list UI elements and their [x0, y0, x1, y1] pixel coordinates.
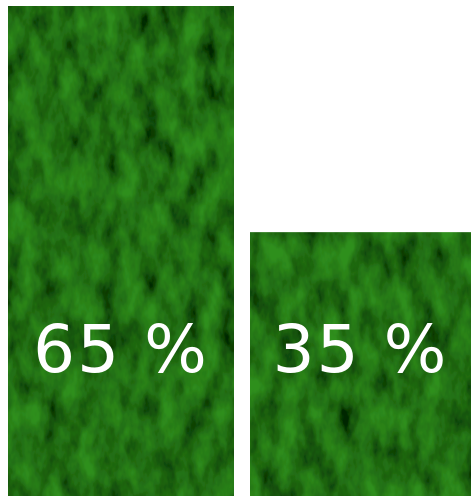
value-label: 65 %: [33, 311, 209, 388]
value-label: 35 %: [273, 311, 449, 388]
bar: [250, 232, 471, 496]
bar: [8, 6, 234, 496]
